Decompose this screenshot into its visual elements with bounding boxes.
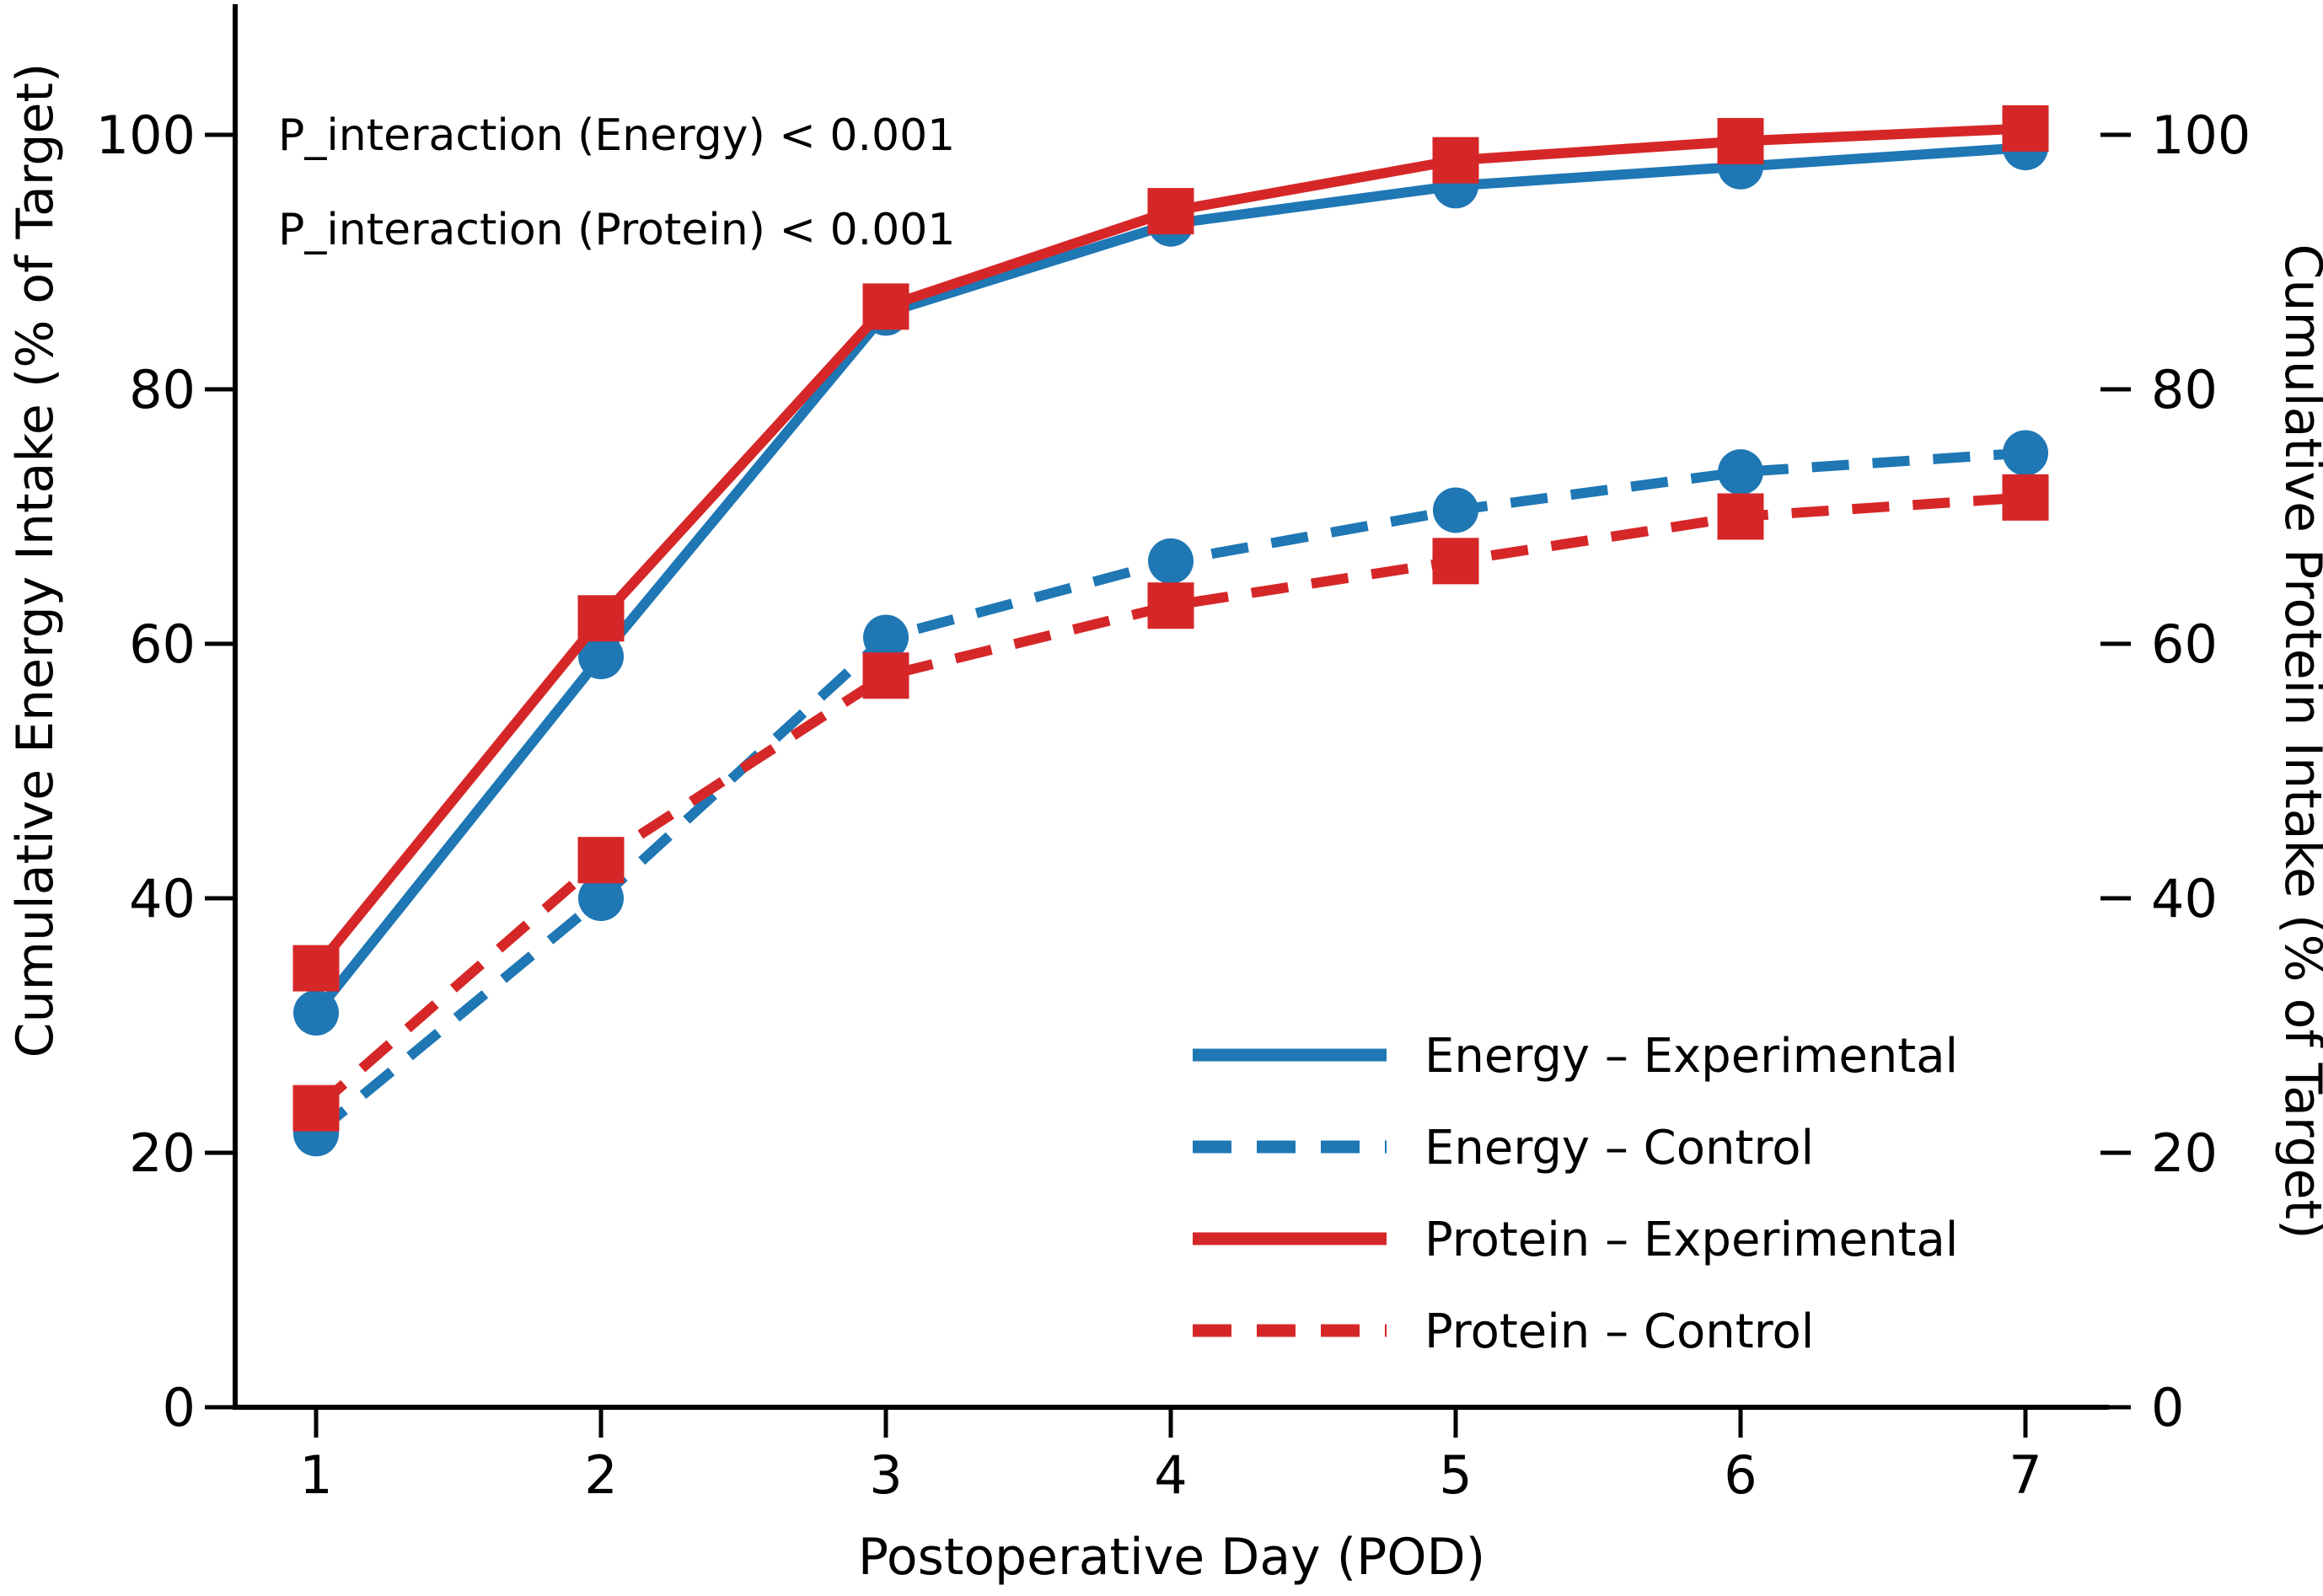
marker-protein-experimental: [292, 945, 340, 992]
left-y-tick-label: 100: [96, 104, 196, 166]
x-tick-label: 7: [2009, 1444, 2041, 1506]
marker-protein-control: [1147, 582, 1194, 629]
right-y-tick-label: 60: [2151, 613, 2218, 675]
marker-energy-control: [2003, 430, 2048, 476]
x-tick-label: 3: [869, 1444, 902, 1506]
plot-area: 0 20 40 60 80 100 0 20 40 60 80 100 1 2 3 4 5 6 7: [96, 4, 2251, 1506]
left-y-tick-label: 60: [129, 613, 196, 675]
marker-energy-control: [578, 876, 624, 921]
marker-protein-control: [2002, 474, 2049, 521]
left-y-axis-title: Cumulative Energy Intake (% of Target): [6, 63, 65, 1058]
right-y-tick-label: 100: [2151, 104, 2251, 166]
marker-protein-control: [577, 837, 625, 884]
x-tick-label: 1: [299, 1444, 332, 1506]
marker-protein-control: [292, 1085, 340, 1132]
marker-protein-experimental: [2002, 104, 2049, 152]
legend-label-protein-experimental: Protein – Experimental: [1424, 1213, 1958, 1267]
marker-energy-control: [1148, 538, 1194, 584]
p-interaction-protein-annotation: P_interaction (Protein) < 0.001: [278, 205, 955, 255]
marker-energy-control: [1433, 487, 1478, 533]
left-y-tick-label: 80: [129, 359, 196, 420]
legend-label-energy-control: Energy – Control: [1424, 1121, 1814, 1176]
x-tick-label: 4: [1154, 1444, 1187, 1506]
right-y-axis-title: Cumulative Protein Intake (% of Target): [2273, 244, 2323, 1240]
left-y-tick-label: 0: [163, 1377, 196, 1438]
marker-protein-control: [1717, 493, 1764, 540]
right-y-tick-label: 80: [2151, 359, 2218, 420]
marker-protein-experimental: [1147, 188, 1194, 235]
marker-protein-experimental: [862, 283, 909, 330]
marker-protein-control: [1432, 538, 1479, 585]
marker-protein-experimental: [1432, 137, 1479, 184]
marker-protein-experimental: [577, 595, 625, 642]
marker-energy-experimental: [293, 989, 339, 1036]
x-tick-label: 2: [584, 1444, 617, 1506]
legend-label-protein-control: Protein – Control: [1424, 1304, 1814, 1359]
left-y-tick-label: 20: [129, 1122, 196, 1184]
right-y-tick-label: 20: [2151, 1122, 2218, 1184]
marker-protein-control: [862, 652, 909, 699]
marker-energy-control: [863, 614, 909, 661]
left-y-tick-label: 40: [129, 868, 196, 929]
right-y-tick-label: 40: [2151, 868, 2218, 929]
marker-energy-control: [1718, 449, 1763, 495]
x-tick-label: 5: [1439, 1444, 1472, 1506]
right-y-tick-label: 0: [2151, 1377, 2184, 1438]
legend-label-energy-experimental: Energy – Experimental: [1424, 1029, 1958, 1084]
x-tick-label: 6: [1724, 1444, 1757, 1506]
x-axis-title: Postoperative Day (POD): [858, 1528, 1485, 1587]
p-interaction-energy-annotation: P_interaction (Energy) < 0.001: [278, 110, 955, 161]
marker-protein-experimental: [1717, 118, 1764, 165]
marker-energy-experimental: [578, 634, 624, 680]
legend: Energy – Experimental Energy – Control P…: [1193, 1029, 1958, 1359]
